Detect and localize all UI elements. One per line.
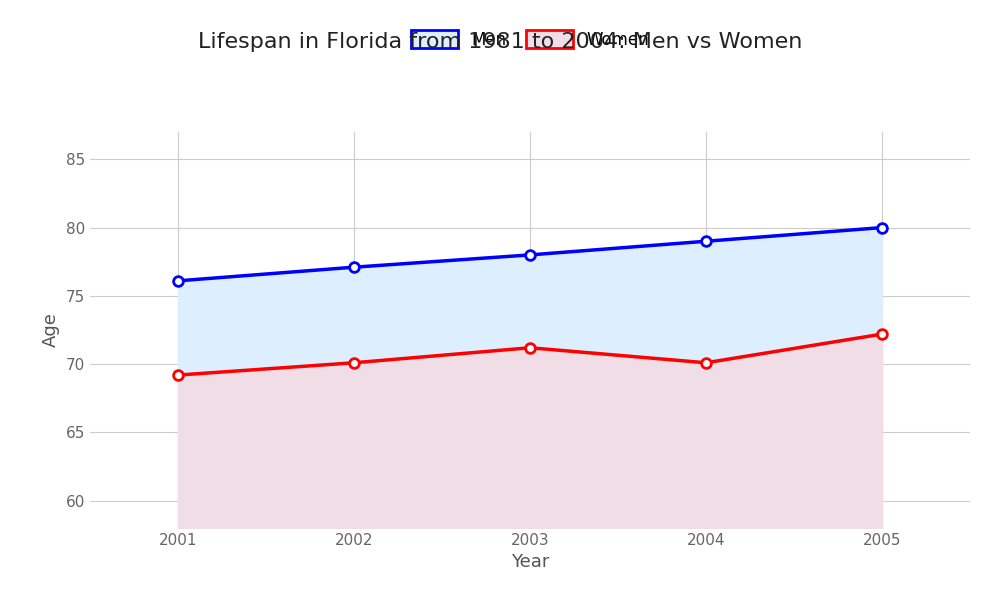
Y-axis label: Age: Age (42, 313, 60, 347)
X-axis label: Year: Year (511, 553, 549, 571)
Text: Lifespan in Florida from 1981 to 2004: Men vs Women: Lifespan in Florida from 1981 to 2004: M… (198, 32, 802, 52)
Legend: Men, Women: Men, Women (403, 22, 657, 57)
